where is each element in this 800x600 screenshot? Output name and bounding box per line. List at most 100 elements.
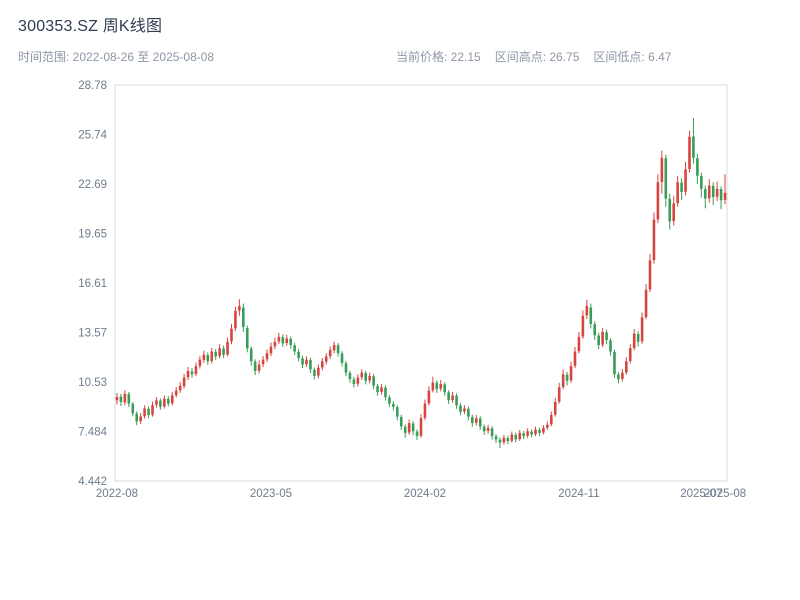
candle-body: [443, 384, 446, 393]
candle-body: [435, 382, 439, 389]
candle-body: [257, 364, 261, 371]
candlestick: [206, 352, 210, 365]
candle-body: [534, 429, 537, 435]
candle-body: [253, 361, 257, 372]
candlestick: [340, 351, 344, 367]
candle-body: [538, 429, 541, 433]
candlestick: [305, 356, 308, 367]
candlestick: [155, 397, 158, 408]
candlestick: [226, 337, 229, 357]
candlestick: [170, 391, 174, 406]
candle-body: [467, 408, 470, 417]
candle-body: [522, 433, 525, 437]
candle-body: [656, 182, 660, 220]
candle-body: [411, 423, 415, 432]
candle-body: [692, 136, 695, 158]
candlestick: [471, 414, 474, 427]
candlestick: [407, 419, 411, 435]
candlestick: [680, 178, 683, 201]
candlestick: [380, 384, 383, 395]
candle-body: [151, 405, 154, 415]
candlestick: [557, 382, 561, 404]
candlestick: [640, 312, 644, 344]
candlestick: [242, 303, 245, 332]
candle-body: [139, 416, 142, 422]
range-high-label: 区间高点: 26.75: [494, 50, 580, 64]
candle-body: [546, 424, 549, 428]
candle-body: [190, 371, 194, 375]
candle-body: [364, 372, 368, 381]
candlestick: [644, 283, 648, 320]
candle-body: [526, 431, 529, 436]
candlestick: [435, 380, 439, 394]
candle-body: [581, 315, 585, 337]
candlestick: [245, 325, 249, 353]
candlestick: [617, 371, 620, 384]
candlestick: [494, 434, 498, 443]
candlestick: [143, 405, 146, 419]
candlestick: [257, 360, 261, 374]
candlestick: [474, 414, 478, 426]
candle-body: [135, 413, 139, 422]
candle-body: [597, 335, 600, 346]
candlestick: [518, 429, 522, 442]
candle-body: [324, 356, 328, 362]
candle-body: [700, 176, 703, 189]
candle-body: [399, 416, 403, 427]
candle-body: [317, 367, 320, 376]
candle-body: [605, 332, 608, 341]
candle-body: [182, 377, 186, 387]
candle-body: [471, 416, 474, 424]
candle-body: [565, 374, 569, 381]
candle-body: [202, 354, 206, 360]
candlestick: [376, 383, 379, 396]
candlestick: [356, 374, 360, 387]
candle-body: [238, 305, 241, 311]
candle-body: [328, 349, 332, 357]
candle-body: [463, 408, 466, 412]
candlestick: [514, 432, 518, 443]
y-tick-label: 16.61: [78, 278, 107, 290]
candle-body: [703, 189, 707, 199]
candle-body: [214, 351, 217, 357]
candle-body: [585, 305, 589, 316]
candlestick: [443, 382, 446, 396]
x-tick-label: 2025-08: [704, 488, 746, 500]
candlestick: [419, 414, 423, 438]
candle-body: [439, 384, 443, 389]
candle-body: [557, 387, 561, 402]
candlestick: [151, 401, 154, 417]
candlestick: [656, 174, 660, 223]
candle-body: [119, 396, 123, 402]
date-range-label: 时间范围: 2022-08-26 至 2025-08-08: [18, 50, 215, 64]
candlestick: [415, 429, 419, 441]
candle-body: [711, 185, 715, 197]
candle-body: [159, 400, 162, 407]
candle-body: [273, 341, 277, 347]
candle-body: [668, 198, 672, 222]
candle-body: [660, 157, 664, 182]
y-tick-label: 4.442: [78, 476, 107, 488]
candle-body: [170, 395, 174, 404]
candlestick: [324, 353, 328, 365]
candlestick: [293, 343, 296, 356]
candlestick: [723, 174, 727, 205]
candlestick: [269, 342, 273, 357]
candle-body: [261, 359, 265, 365]
x-tick-label: 2024-02: [404, 488, 446, 500]
candle-body: [502, 437, 506, 443]
candle-body: [415, 431, 419, 437]
candlestick: [320, 358, 324, 371]
candle-body: [249, 348, 253, 362]
candle-body: [715, 188, 719, 197]
plot-border: [114, 84, 728, 482]
candlestick: [459, 403, 462, 416]
candlestick: [198, 356, 202, 369]
candlestick: [664, 154, 668, 207]
x-tick-label: 2022-08: [96, 488, 138, 500]
candlestick: [700, 172, 703, 198]
candlestick: [431, 376, 435, 393]
candle-body: [230, 328, 233, 342]
candle-body: [305, 359, 308, 365]
candle-body: [621, 372, 624, 379]
